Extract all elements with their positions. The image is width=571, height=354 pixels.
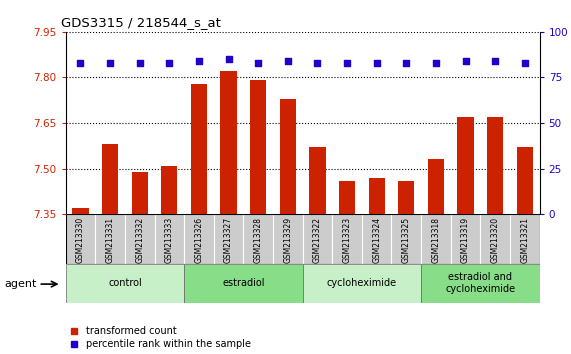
Point: [254, 60, 263, 66]
Bar: [303, 214, 332, 264]
Bar: [303, 264, 421, 303]
Text: GSM213329: GSM213329: [283, 217, 292, 263]
Point: [372, 60, 381, 66]
Text: agent: agent: [5, 279, 37, 289]
Bar: [66, 264, 184, 303]
Bar: [250, 80, 266, 214]
Point: [313, 60, 322, 66]
Text: GSM213323: GSM213323: [343, 217, 352, 263]
Text: GSM213324: GSM213324: [372, 217, 381, 263]
Point: [76, 60, 85, 66]
Bar: [102, 144, 118, 214]
Bar: [66, 214, 95, 264]
Bar: [368, 178, 385, 214]
Point: [106, 60, 115, 66]
Bar: [220, 72, 237, 214]
Bar: [421, 264, 540, 303]
Text: GSM213328: GSM213328: [254, 217, 263, 263]
Bar: [421, 214, 451, 264]
Point: [402, 60, 411, 66]
Bar: [184, 264, 303, 303]
Point: [283, 58, 292, 64]
Text: GSM213320: GSM213320: [490, 217, 500, 263]
Bar: [273, 214, 303, 264]
Bar: [155, 214, 184, 264]
Text: GSM213319: GSM213319: [461, 217, 470, 263]
Bar: [184, 214, 214, 264]
Bar: [214, 214, 243, 264]
Point: [431, 60, 440, 66]
Text: GSM213322: GSM213322: [313, 217, 322, 263]
Point: [194, 58, 203, 64]
Bar: [457, 117, 474, 214]
Bar: [398, 181, 415, 214]
Point: [135, 60, 144, 66]
Text: GSM213333: GSM213333: [165, 217, 174, 263]
Text: GSM213327: GSM213327: [224, 217, 233, 263]
Text: GSM213326: GSM213326: [195, 217, 203, 263]
Bar: [332, 214, 362, 264]
Text: cycloheximide: cycloheximide: [327, 278, 397, 288]
Bar: [362, 214, 392, 264]
Bar: [161, 166, 178, 214]
Bar: [480, 214, 510, 264]
Text: GDS3315 / 218544_s_at: GDS3315 / 218544_s_at: [61, 16, 221, 29]
Bar: [517, 147, 533, 214]
Bar: [392, 214, 421, 264]
Point: [490, 58, 500, 64]
Text: estradiol and
cycloheximide: estradiol and cycloheximide: [445, 272, 516, 294]
Text: control: control: [108, 278, 142, 288]
Bar: [451, 214, 480, 264]
Bar: [487, 117, 503, 214]
Bar: [125, 214, 155, 264]
Bar: [243, 214, 273, 264]
Bar: [510, 214, 540, 264]
Bar: [73, 208, 89, 214]
Point: [165, 60, 174, 66]
Bar: [339, 181, 355, 214]
Bar: [428, 160, 444, 214]
Bar: [131, 172, 148, 214]
Text: GSM213318: GSM213318: [432, 217, 440, 263]
Bar: [309, 147, 325, 214]
Bar: [280, 99, 296, 214]
Text: GSM213325: GSM213325: [402, 217, 411, 263]
Text: estradiol: estradiol: [222, 278, 264, 288]
Point: [343, 60, 352, 66]
Text: GSM213330: GSM213330: [76, 217, 85, 263]
Point: [461, 58, 470, 64]
Legend: transformed count, percentile rank within the sample: transformed count, percentile rank withi…: [71, 326, 251, 349]
Text: GSM213332: GSM213332: [135, 217, 144, 263]
Text: GSM213331: GSM213331: [106, 217, 115, 263]
Bar: [191, 84, 207, 214]
Text: GSM213321: GSM213321: [520, 217, 529, 263]
Point: [224, 56, 233, 62]
Bar: [95, 214, 125, 264]
Point: [520, 60, 529, 66]
